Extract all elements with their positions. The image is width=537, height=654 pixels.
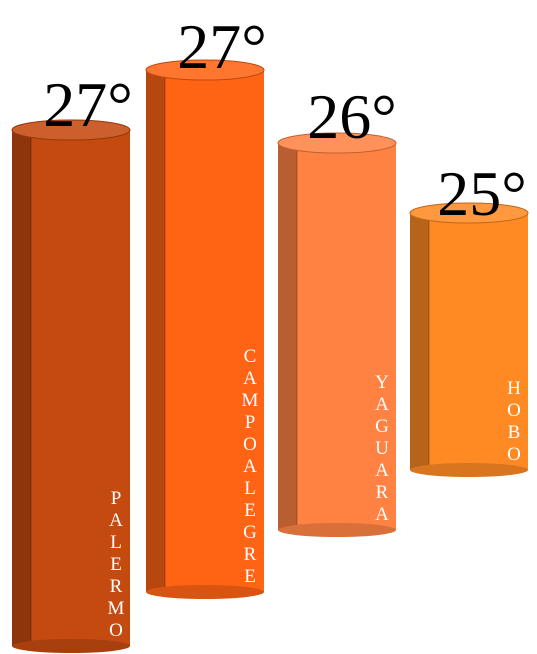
bar-base-hobo xyxy=(410,463,528,477)
category-letter: E xyxy=(244,566,256,587)
category-letter: L xyxy=(110,532,122,553)
category-letter: E xyxy=(244,500,256,521)
category-letter: M xyxy=(108,598,125,619)
category-letter: M xyxy=(242,390,259,411)
bar-body-campoalegre xyxy=(146,70,264,592)
bar-cap-hobo xyxy=(409,202,529,224)
category-letter: B xyxy=(508,422,521,443)
category-letter: P xyxy=(245,412,256,433)
category-letter: R xyxy=(244,544,257,565)
category-letter: E xyxy=(110,554,122,575)
category-letter: G xyxy=(243,522,257,543)
bar-cap-palermo xyxy=(11,119,131,141)
category-letter: C xyxy=(244,346,257,367)
bar-side-yaguara xyxy=(278,143,297,530)
category-letter: P xyxy=(111,488,122,509)
category-letter: G xyxy=(375,416,389,437)
value-label-hobo: 25° xyxy=(437,158,527,229)
bar-side-palermo xyxy=(12,130,31,646)
bar-cap-yaguara xyxy=(277,132,397,154)
bar-base-palermo xyxy=(12,639,130,653)
bar-base-yaguara xyxy=(278,523,396,537)
category-letter: H xyxy=(507,378,521,399)
bar-cap-campoalegre xyxy=(145,59,265,81)
category-letter: A xyxy=(109,510,123,531)
bar-side-campoalegre xyxy=(146,70,165,592)
category-letter: O xyxy=(109,620,123,641)
category-letter: A xyxy=(375,460,389,481)
category-letter: Y xyxy=(375,372,389,393)
category-letter: A xyxy=(375,504,389,525)
value-label-yaguara: 26° xyxy=(307,81,397,152)
category-letter: R xyxy=(110,576,123,597)
bar-side-hobo xyxy=(410,213,429,470)
bars-layer: 27°PALERMO27°CAMPOALEGRE26°YAGUARA25°HOB… xyxy=(11,11,529,653)
bar-body-yaguara xyxy=(278,143,396,530)
bar-body-hobo xyxy=(410,213,528,470)
category-letter: O xyxy=(243,434,257,455)
category-letter: U xyxy=(375,438,389,459)
category-letter: A xyxy=(243,456,257,477)
value-label-campoalegre: 27° xyxy=(177,11,267,82)
category-letter: O xyxy=(507,400,521,421)
value-label-palermo: 27° xyxy=(43,69,133,140)
category-letter: R xyxy=(376,482,389,503)
category-letter: L xyxy=(244,478,256,499)
category-letter: A xyxy=(243,368,257,389)
bar-base-campoalegre xyxy=(146,585,264,599)
category-letter: A xyxy=(375,394,389,415)
category-letter: O xyxy=(507,444,521,465)
bar-body-palermo xyxy=(12,130,130,646)
